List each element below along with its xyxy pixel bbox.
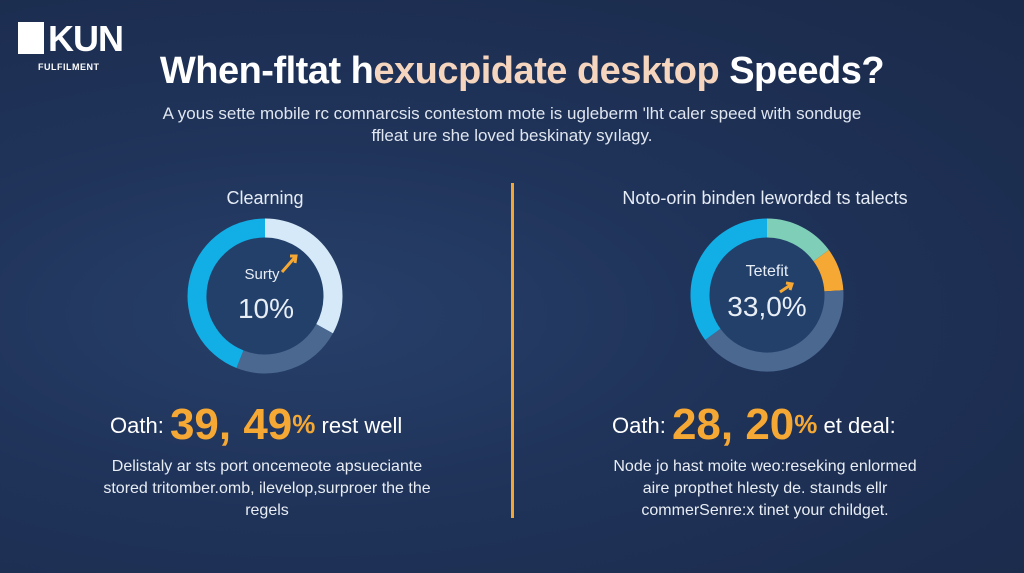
donut-slice-orange <box>813 250 844 292</box>
donut-slice-cyan <box>187 218 266 369</box>
donut-center <box>206 237 324 355</box>
left-stat: Oath: 39, 49% rest well <box>110 400 402 450</box>
left-center-label: Surty <box>244 266 280 283</box>
arrow-up-icon <box>280 254 298 273</box>
title-part: Speeds? <box>719 50 885 92</box>
left-center-value: 10% <box>238 293 294 324</box>
stat-suffix: et deal: <box>823 413 896 438</box>
title-highlight: exucpidate desktop <box>373 50 720 92</box>
subtitle: A yous sette mobile rc comnarcsis contes… <box>162 104 862 145</box>
arrow-up-icon <box>779 281 794 294</box>
left-donut <box>187 218 343 374</box>
right-description: Node jo hast moite weo:reseking enlormed… <box>613 458 917 519</box>
logo-subtext: FULFILMENT <box>38 62 100 72</box>
stat-prefix: Oath: <box>612 413 666 438</box>
right-center-label: Tetefit <box>746 263 789 280</box>
donut-slice-cyan <box>690 218 768 340</box>
stat-value: 28, 20 <box>671 400 795 449</box>
right-donut <box>690 218 844 372</box>
donut-slice-slate <box>705 290 844 372</box>
left-description: Delistaly ar sts port oncemeote apsuecia… <box>103 458 431 519</box>
logo-text: KUN <box>48 18 124 59</box>
logo-mark <box>18 22 44 54</box>
stat-suffix: rest well <box>321 413 403 438</box>
right-center-value: 33,0% <box>727 291 806 322</box>
right-panel-title: Noto-orin binden lewordεd ts talects <box>622 188 908 208</box>
donut-slice-light <box>264 218 343 334</box>
stat-pct: % <box>794 409 818 439</box>
donut-slice-slate <box>236 323 333 374</box>
donut-slice-teal <box>766 218 829 262</box>
left-panel-title: Clearning <box>226 188 304 208</box>
donut-center <box>709 237 825 353</box>
title-part: When-fltat h <box>159 50 374 92</box>
divider <box>511 183 514 518</box>
stat-value: 39, 49 <box>169 400 293 449</box>
right-stat: Oath: 28, 20% et deal: <box>612 400 896 450</box>
stat-prefix: Oath: <box>110 413 164 438</box>
logo: KUN FULFILMENT <box>18 18 128 74</box>
stat-pct: % <box>292 409 316 439</box>
page-title: When-fltat hexucpidate desktop Speeds? <box>0 50 1024 93</box>
